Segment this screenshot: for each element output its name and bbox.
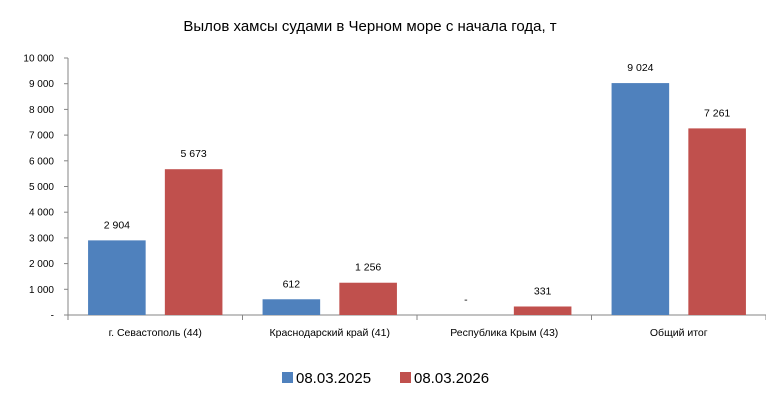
bars <box>88 83 746 316</box>
y-axis: - 1 000 2 000 3 000 4 000 5 000 6 000 7 000 8 00… <box>23 54 69 322</box>
bar <box>513 306 572 315</box>
chart-title: Вылов хамсы судами в Черном море с начал… <box>183 18 556 35</box>
legend-swatch <box>400 372 411 383</box>
y-tick-label: 5 000 <box>29 182 54 193</box>
bar <box>262 299 321 315</box>
data-label: 5 673 <box>180 148 206 160</box>
legend-label: 08.03.2025 <box>296 370 371 387</box>
data-label: 1 256 <box>355 262 381 274</box>
x-category-label: Краснодарский край (41) <box>270 327 390 339</box>
bar <box>339 282 397 315</box>
y-tick-label: 1 000 <box>29 285 54 296</box>
y-tick-label: - <box>51 311 54 322</box>
y-tick-label: 3 000 <box>29 233 54 244</box>
data-label: - <box>464 294 468 306</box>
data-label: 2 904 <box>104 219 130 231</box>
data-label: 9 024 <box>627 62 653 74</box>
y-tick-label: 6 000 <box>29 156 54 167</box>
y-tick-label: 9 000 <box>29 79 54 90</box>
data-labels: 2 904 612 - 9 024 5 673 1 256 331 7 261 <box>104 62 731 306</box>
legend: 08.03.2025 08.03.2026 <box>282 370 489 387</box>
bar <box>164 169 223 315</box>
bar <box>88 240 146 315</box>
y-tick-label: 2 000 <box>29 259 54 270</box>
bar <box>611 83 670 316</box>
y-tick-label: 4 000 <box>29 208 54 219</box>
legend-swatch <box>282 372 293 383</box>
y-tick-label: 8 000 <box>29 105 54 116</box>
data-label: 331 <box>534 285 552 297</box>
x-category-label: Общий итог <box>650 327 708 339</box>
bar <box>688 128 746 315</box>
legend-label: 08.03.2026 <box>414 370 489 387</box>
y-tick-label: 7 000 <box>29 131 54 142</box>
x-category-label: г. Севастополь (44) <box>109 327 202 339</box>
x-axis: г. Севастополь (44) Краснодарский край (4… <box>67 314 766 339</box>
y-tick-label: 10 000 <box>23 54 54 65</box>
x-category-label: Республика Крым (43) <box>450 327 558 339</box>
data-label: 7 261 <box>704 107 730 119</box>
data-label: 612 <box>283 278 301 290</box>
